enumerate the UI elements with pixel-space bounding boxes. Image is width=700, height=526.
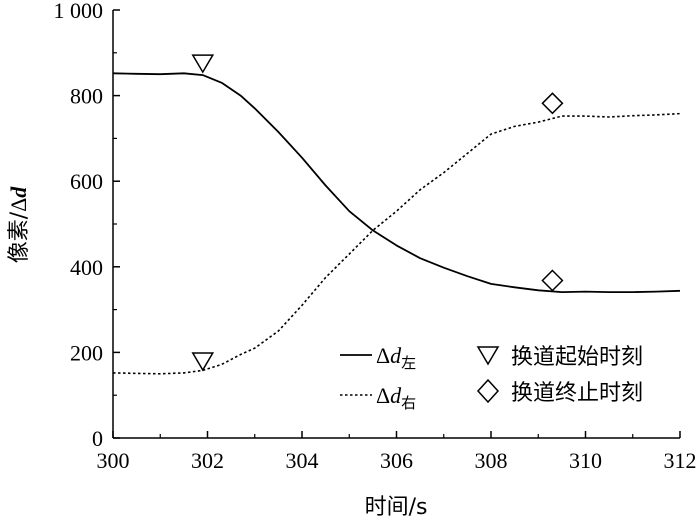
x-tick-label: 310	[569, 448, 602, 473]
legend-right-delta: Δ	[376, 383, 390, 408]
legend: Δd左 Δd右 换道起始时刻 换道终止时刻	[340, 343, 643, 412]
legend-label-end: 换道终止时刻	[511, 381, 643, 406]
y-axis-title: 像素/Δd	[6, 186, 32, 264]
legend-label-start: 换道起始时刻	[511, 345, 643, 370]
y-tick-label: 400	[70, 255, 103, 280]
legend-right-sub: 右	[401, 394, 416, 412]
legend-label-right: Δd右	[376, 383, 416, 412]
legend-label-left: Δd左	[376, 343, 416, 372]
series-line-right	[112, 112, 681, 375]
lane-change-end-marker	[541, 92, 564, 115]
x-tick-label: 312	[664, 448, 697, 473]
x-tick-label: 304	[286, 448, 319, 473]
lane-change-start-marker	[191, 54, 215, 74]
x-tick-label: 306	[380, 448, 413, 473]
y-tick-label: 200	[70, 340, 103, 365]
lane-change-start-marker	[191, 352, 215, 372]
lane-change-end-marker	[541, 269, 564, 292]
legend-left-delta: Δ	[376, 343, 390, 368]
series-line-left	[112, 72, 681, 294]
y-tick-label: 1 000	[54, 0, 104, 23]
y-axis-title-delta: Δ	[6, 198, 31, 212]
legend-left-sub: 左	[401, 354, 416, 372]
x-tick-label: 300	[97, 448, 130, 473]
y-tick-label: 600	[70, 169, 103, 194]
x-tick-label: 302	[191, 448, 224, 473]
y-tick-label: 800	[70, 84, 103, 109]
y-tick-label: 0	[92, 426, 103, 451]
plot-area: 0 200 400 600 800 1 000 300 302 304 306 308 310 312	[54, 0, 697, 473]
x-axis-title: 时间/s	[365, 495, 428, 520]
x-tick-label: 308	[475, 448, 508, 473]
legend-diamond-icon	[476, 378, 500, 404]
legend-right-var: d	[390, 383, 402, 408]
legend-triangle-icon	[476, 346, 500, 366]
y-axis-title-var: d	[6, 186, 31, 198]
legend-left-var: d	[390, 343, 402, 368]
